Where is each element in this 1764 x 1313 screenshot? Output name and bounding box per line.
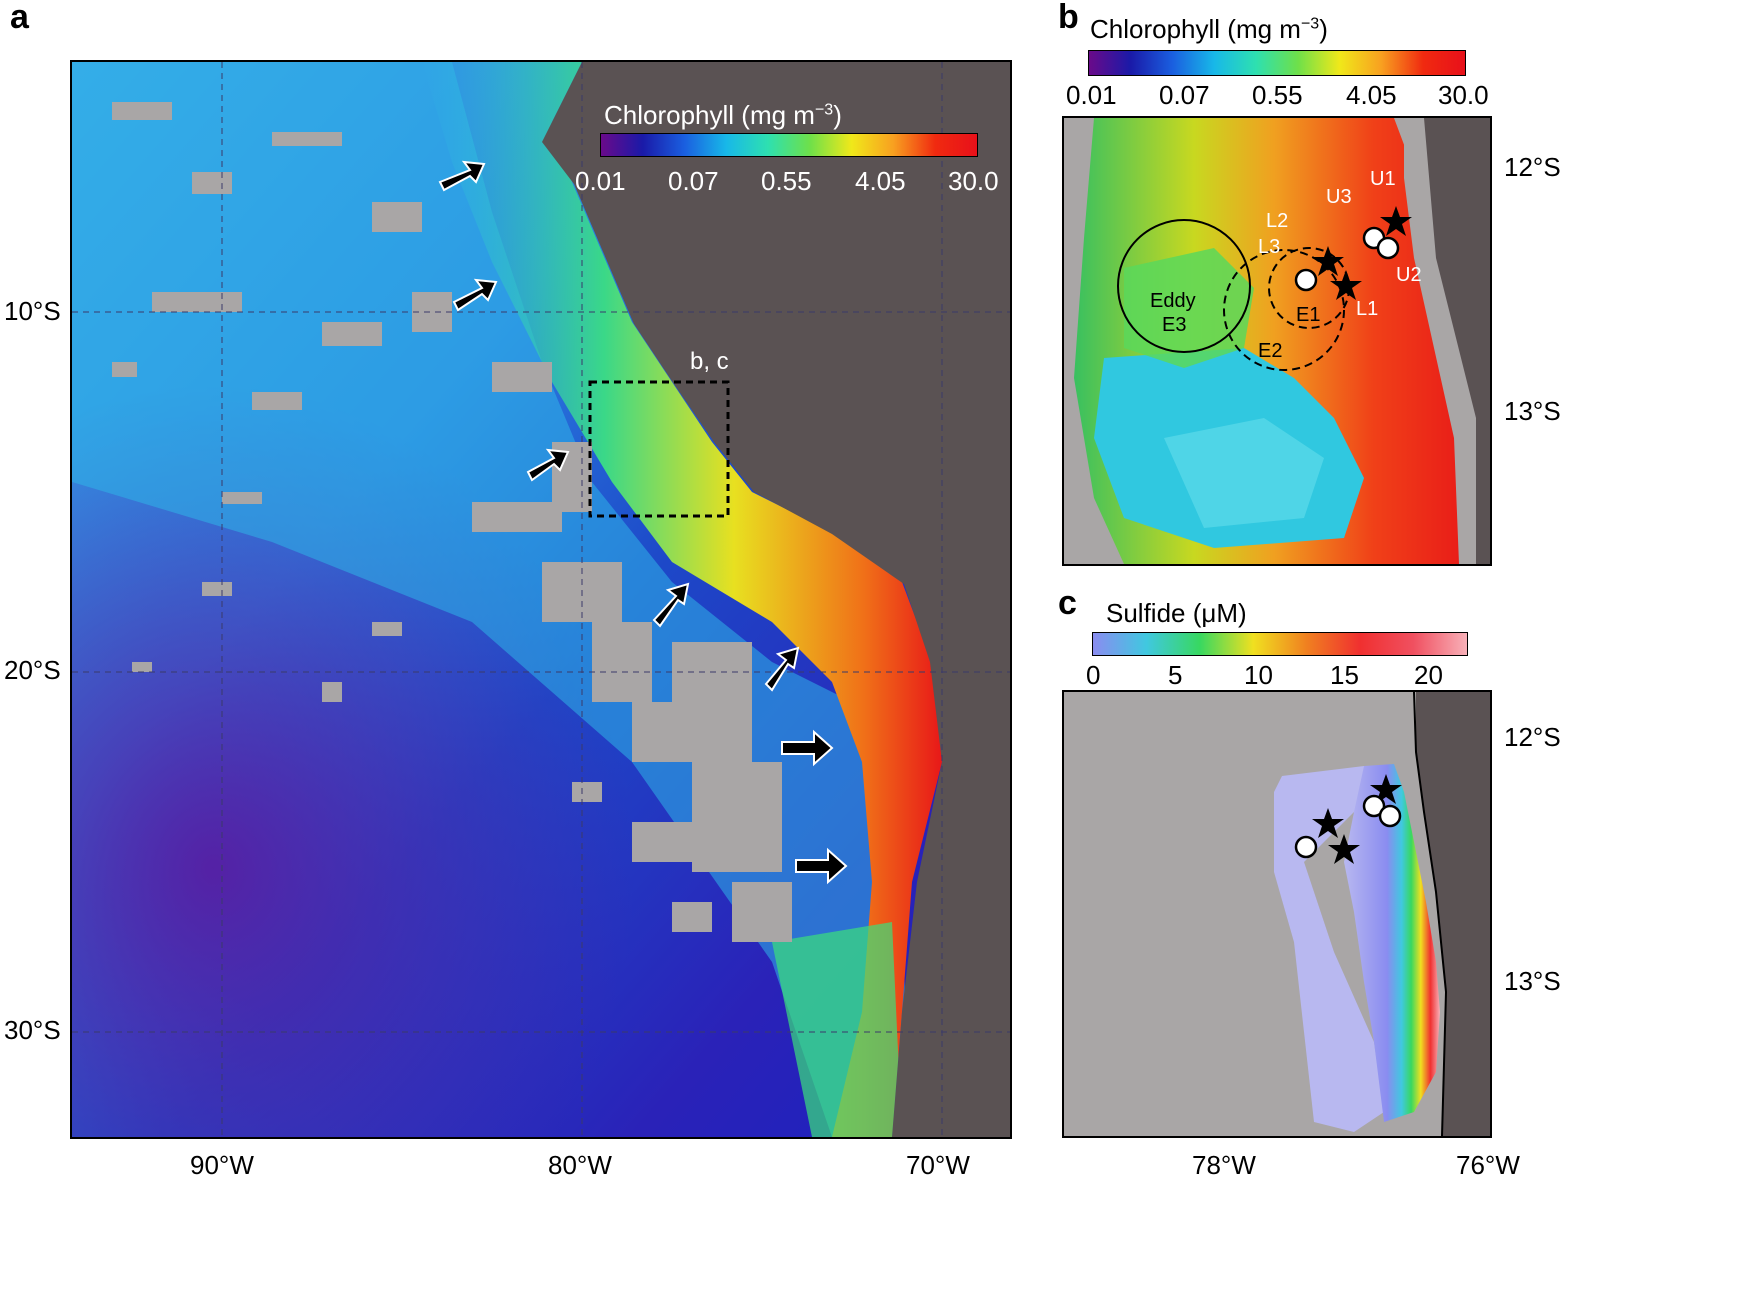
- lon-label: 80°W: [548, 1150, 612, 1180]
- arrows: [438, 160, 848, 885]
- panel-a-label: a: [10, 0, 29, 36]
- site-label-l1: L1: [1356, 298, 1379, 320]
- panel-a-colorbar-tick: 4.05: [855, 166, 906, 196]
- station-circle-icon: [1378, 804, 1402, 828]
- panel-c-colorbar-tick: 20: [1414, 660, 1443, 690]
- lon-label: 90°W: [190, 1150, 254, 1180]
- panel-b-map: [1062, 116, 1492, 566]
- arrow-icon: [438, 160, 486, 192]
- panel-c-colorbar-tick: 15: [1330, 660, 1359, 690]
- panel-a-colorbar-title: Chlorophyll (mg m−3): [604, 100, 842, 131]
- station-circles: [1294, 226, 1400, 292]
- panel-c-label: c: [1058, 584, 1077, 622]
- station-circle-icon: [1362, 794, 1386, 818]
- site-label-eddy: Eddy: [1150, 290, 1196, 312]
- panel-b-colorbar-tick: 0.55: [1252, 80, 1303, 110]
- star-icon: [1328, 834, 1360, 864]
- panel-b-map-svg: [1064, 118, 1490, 564]
- site-label-u2: U2: [1396, 264, 1422, 286]
- arrow-icon: [795, 847, 848, 885]
- panel-a-colorbar-tick: 0.55: [761, 166, 812, 196]
- panel-b-label: b: [1058, 0, 1079, 36]
- panel-c-lat-label: 12°S: [1504, 722, 1561, 752]
- site-label-l2: L2: [1266, 210, 1289, 232]
- colorbar-title-suffix: ): [833, 100, 842, 130]
- panel-b-colorbar-title: Chlorophyll (mg m−3): [1090, 14, 1328, 45]
- panel-c-lat-label: 13°S: [1504, 966, 1561, 996]
- panel-c-map: [1062, 690, 1492, 1138]
- zoom-box-label: b, c: [690, 348, 729, 375]
- lat-label: 20°S: [4, 655, 61, 685]
- lat-label: 30°S: [4, 1015, 61, 1045]
- star-icon: [1370, 774, 1402, 804]
- panel-c-colorbar-title: Sulfide (μM): [1106, 598, 1247, 628]
- panel-c-map-svg: [1064, 692, 1490, 1136]
- lon-label: 70°W: [906, 1150, 970, 1180]
- panel-a-colorbar-tick: 0.01: [575, 166, 626, 196]
- eddy-e2-circle: [1223, 249, 1345, 371]
- arrow-icon: [764, 646, 800, 692]
- station-circle-icon: [1376, 236, 1400, 260]
- panel-c-lon-label: 78°W: [1192, 1150, 1256, 1180]
- graticule: [72, 62, 1010, 1137]
- panel-b-lat-label: 13°S: [1504, 396, 1561, 426]
- panel-c-colorbar-tick: 5: [1168, 660, 1183, 690]
- panel-a-colorbar: [600, 133, 978, 157]
- panel-b-colorbar-tick: 0.07: [1159, 80, 1210, 110]
- station-circle-icon: [1294, 268, 1318, 292]
- colorbar-title-suffix: ): [1319, 14, 1328, 44]
- arrow-icon: [781, 729, 834, 767]
- star-icon: [1312, 808, 1344, 838]
- station-circles-c: [1294, 794, 1402, 859]
- arrow-icon: [652, 582, 690, 628]
- site-label-e1: E1: [1296, 304, 1321, 326]
- colorbar-title-exp: −3: [1300, 15, 1320, 33]
- lat-label: 10°S: [4, 296, 61, 326]
- site-label-u1: U1: [1370, 168, 1396, 190]
- station-stars: [1312, 206, 1412, 300]
- colorbar-title-text: Chlorophyll (mg m: [604, 100, 815, 130]
- zoom-box: [588, 380, 730, 518]
- panel-a-map: [70, 60, 1012, 1139]
- arrow-icon: [452, 278, 498, 312]
- site-label-e2: E2: [1258, 340, 1283, 362]
- eddy-e3-circle: [1117, 219, 1251, 353]
- panel-b-colorbar-tick: 30.0: [1438, 80, 1489, 110]
- station-stars-c: [1312, 774, 1402, 864]
- panel-a-colorbar-tick: 0.07: [668, 166, 719, 196]
- site-label-l3: L3: [1258, 236, 1281, 258]
- station-circle-icon: [1294, 835, 1318, 859]
- panel-a-map-svg: [72, 62, 1010, 1137]
- star-icon: [1312, 246, 1344, 276]
- panel-c-lon-label: 76°W: [1456, 1150, 1520, 1180]
- panel-b-colorbar-tick: 4.05: [1346, 80, 1397, 110]
- arrow-icon: [526, 448, 570, 482]
- site-label-e3: E3: [1162, 314, 1187, 336]
- colorbar-title-text: Chlorophyll (mg m: [1090, 14, 1301, 44]
- panel-c-colorbar: [1092, 632, 1468, 656]
- star-icon: [1330, 270, 1362, 300]
- panel-c-colorbar-tick: 0: [1086, 660, 1101, 690]
- star-icon: [1380, 206, 1412, 236]
- panel-b-colorbar: [1088, 50, 1466, 76]
- panel-a-colorbar-tick: 30.0: [948, 166, 999, 196]
- panel-b-lat-label: 12°S: [1504, 152, 1561, 182]
- panel-c-colorbar-tick: 10: [1244, 660, 1273, 690]
- panel-b-colorbar-tick: 0.01: [1066, 80, 1117, 110]
- sulfide-coastal-band: [1344, 764, 1440, 1122]
- colorbar-title-exp: −3: [814, 101, 834, 119]
- no-data-patches: [112, 102, 792, 942]
- sulfide-domain: [1274, 766, 1384, 1132]
- site-label-u3: U3: [1326, 186, 1352, 208]
